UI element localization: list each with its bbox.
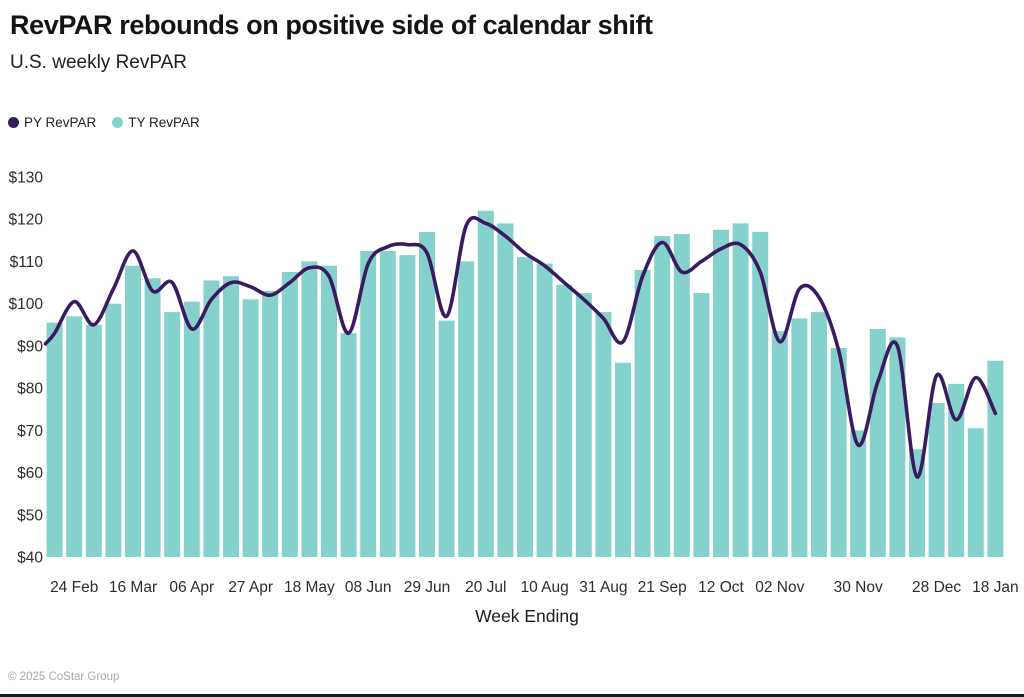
ty-bar bbox=[634, 269, 651, 557]
ty-bar bbox=[791, 318, 808, 557]
x-axis-tick-label: 24 Feb bbox=[50, 579, 98, 596]
ty-bar bbox=[223, 276, 239, 557]
ty-legend-dot-icon bbox=[112, 117, 124, 128]
ty-bar bbox=[164, 312, 181, 557]
ty-bar bbox=[399, 255, 416, 557]
y-axis-tick-label: $70 bbox=[17, 423, 43, 440]
ty-bar bbox=[281, 272, 298, 557]
chart-subtitle: U.S. weekly RevPAR bbox=[10, 52, 188, 73]
ty-bar bbox=[477, 210, 494, 558]
chart-title: RevPAR rebounds on positive side of cale… bbox=[10, 10, 653, 40]
ty-bar bbox=[595, 312, 612, 557]
ty-bar bbox=[517, 257, 533, 557]
ty-bar bbox=[673, 234, 690, 557]
ty-bar bbox=[46, 322, 63, 557]
py-line bbox=[43, 215, 998, 479]
x-axis-tick-label: 10 Aug bbox=[520, 579, 568, 596]
ty-bar bbox=[419, 231, 435, 557]
copyright-text: © 2025 CoStar Group bbox=[8, 671, 120, 683]
x-axis-tick-label: 20 Jul bbox=[465, 579, 506, 596]
ty-bar bbox=[379, 250, 396, 557]
x-axis-tick-label: 30 Nov bbox=[834, 579, 883, 596]
ty-bar bbox=[125, 265, 141, 557]
x-axis-tick-label: 18 Jan bbox=[972, 579, 1019, 596]
y-axis-tick-label: $60 bbox=[17, 465, 43, 482]
y-axis-tick-label: $50 bbox=[17, 507, 43, 524]
ty-bar bbox=[497, 223, 514, 557]
x-axis-title: Week Ending bbox=[475, 606, 579, 626]
ty-bar bbox=[713, 229, 729, 558]
x-axis-tick-label: 02 Nov bbox=[755, 579, 804, 596]
ty-bar bbox=[928, 402, 945, 557]
ty-bar bbox=[438, 320, 455, 557]
ty-bar bbox=[321, 265, 337, 557]
chart-legend: PY RevPAR TY RevPAR bbox=[8, 115, 200, 130]
x-axis-tick-label: 27 Apr bbox=[228, 579, 273, 596]
x-axis-tick-label: 29 Jun bbox=[404, 579, 451, 596]
ty-bar bbox=[732, 223, 749, 557]
y-axis-tick-label: $80 bbox=[17, 381, 43, 398]
y-axis-tick-label: $90 bbox=[17, 338, 43, 355]
ty-bar bbox=[203, 280, 220, 557]
ty-bar bbox=[105, 303, 122, 557]
ty-bar bbox=[458, 261, 475, 557]
ty-bar bbox=[262, 291, 279, 557]
y-axis-tick-label: $130 bbox=[9, 170, 44, 187]
legend-item-ty: TY RevPAR bbox=[112, 115, 200, 130]
ty-bar bbox=[183, 301, 200, 557]
ty-bar bbox=[869, 329, 886, 557]
ty-bar bbox=[301, 261, 318, 557]
ty-bar bbox=[967, 428, 984, 557]
ty-bar bbox=[909, 449, 925, 557]
ty-bar bbox=[889, 337, 906, 557]
ty-bar bbox=[850, 430, 867, 557]
ty-bar bbox=[830, 348, 847, 557]
py-legend-label: PY RevPAR bbox=[24, 115, 97, 130]
ty-bar bbox=[654, 236, 671, 557]
ty-bar bbox=[360, 250, 377, 557]
ty-bar bbox=[693, 293, 710, 557]
ty-bar bbox=[242, 299, 259, 557]
ty-bar bbox=[987, 360, 1004, 557]
bottom-divider bbox=[0, 694, 1024, 697]
ty-bar bbox=[811, 312, 827, 557]
ty-bar bbox=[556, 284, 573, 557]
x-axis-tick-label: 12 Oct bbox=[698, 579, 744, 596]
revpar-weekly-chart: $130 $120 $110 $100 $90 $80 $70 $60 $50 $40 24 Feb… bbox=[9, 170, 1019, 597]
ty-legend-label: TY RevPAR bbox=[128, 115, 200, 130]
ty-bar bbox=[771, 331, 788, 557]
ty-bar bbox=[575, 293, 592, 557]
legend-item-py: PY RevPAR bbox=[8, 115, 96, 130]
ty-bar bbox=[340, 333, 357, 557]
ty-bar bbox=[948, 383, 965, 557]
x-axis-tick-label: 06 Apr bbox=[169, 579, 214, 596]
x-axis-tick-label: 18 May bbox=[284, 579, 335, 596]
ty-bar bbox=[536, 263, 553, 557]
y-axis-tick-label: $110 bbox=[10, 254, 44, 271]
ty-bar bbox=[615, 362, 631, 557]
x-axis-tick-label: 28 Dec bbox=[912, 579, 961, 596]
x-axis-tick-label: 08 Jun bbox=[345, 579, 392, 596]
y-axis-tick-label: $100 bbox=[9, 296, 44, 313]
ty-bar bbox=[144, 278, 161, 557]
ty-bar bbox=[752, 231, 769, 557]
x-axis-tick-label: 21 Sep bbox=[638, 579, 687, 596]
ty-bar bbox=[85, 324, 102, 557]
x-axis-tick-label: 31 Aug bbox=[579, 579, 627, 596]
x-axis-tick-label: 16 Mar bbox=[109, 579, 157, 596]
py-legend-dot-icon bbox=[8, 117, 19, 128]
y-axis-tick-label: $40 bbox=[17, 550, 43, 567]
ty-bar bbox=[66, 316, 83, 557]
y-axis-tick-label: $120 bbox=[9, 212, 44, 229]
